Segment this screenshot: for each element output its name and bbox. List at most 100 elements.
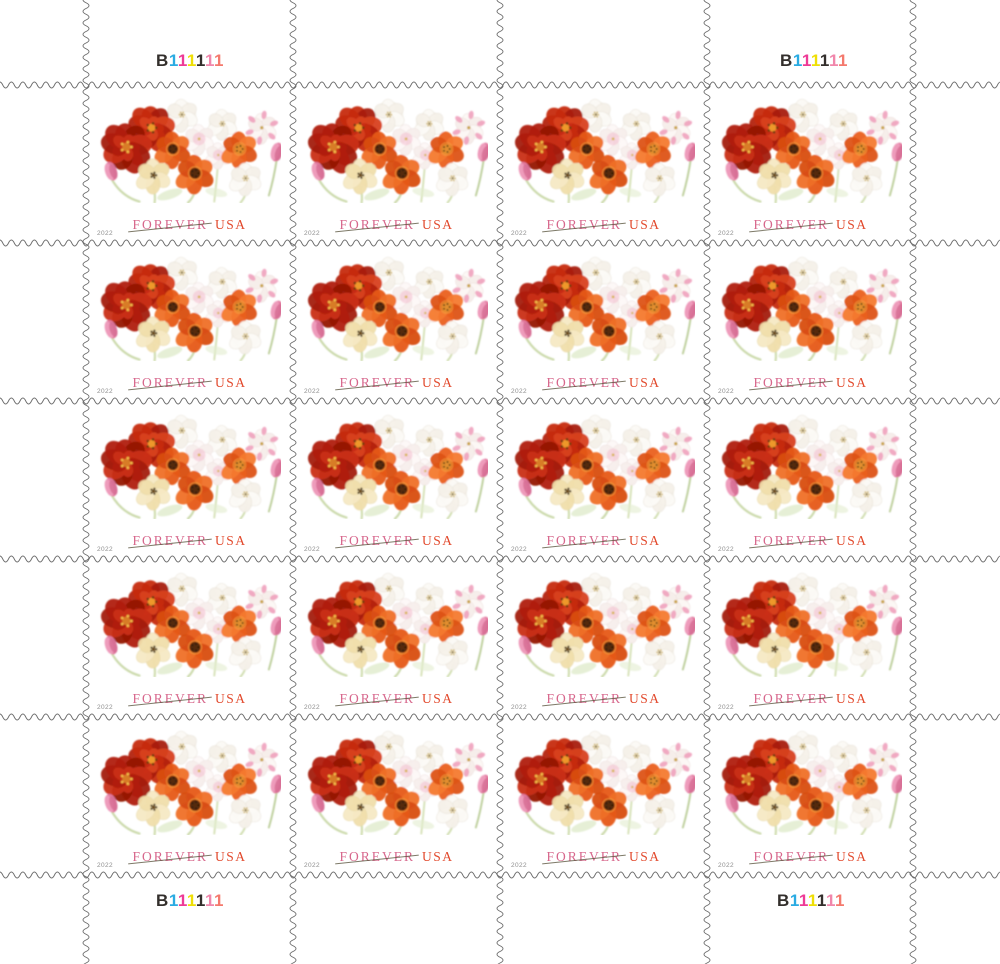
tulip-bouquet-illustration [511, 571, 695, 677]
forever-label: FOREVER [546, 691, 622, 706]
stamp-denomination: FOREVER USA [707, 217, 914, 233]
usa-label: USA [836, 217, 868, 232]
stamp: FOREVER USA 2022 [293, 85, 500, 243]
stamp-denomination: FOREVER USA [500, 375, 707, 391]
plate-digit: 1 [828, 51, 838, 70]
usa-label: USA [836, 849, 868, 864]
plate-digit: 1 [819, 51, 829, 70]
forever-label: FOREVER [546, 533, 622, 548]
plate-digit: B [156, 891, 169, 910]
stamp-denomination: FOREVER USA [707, 691, 914, 707]
plate-digit: 1 [168, 51, 178, 70]
stamp: FOREVER USA 2022 [293, 717, 500, 875]
plate-digit: 1 [834, 891, 845, 910]
plate-digit: 1 [177, 891, 187, 910]
tulip-bouquet-illustration [304, 571, 488, 677]
usa-label: USA [422, 217, 454, 232]
forever-label: FOREVER [753, 217, 829, 232]
tulip-bouquet-illustration [97, 413, 281, 519]
stamp-denomination: FOREVER USA [500, 691, 707, 707]
forever-label: FOREVER [753, 691, 829, 706]
stamp-denomination: FOREVER USA [293, 375, 500, 391]
usa-label: USA [836, 691, 868, 706]
tulip-bouquet-illustration [304, 255, 488, 361]
stamp: FOREVER USA 2022 [293, 559, 500, 717]
usa-label: USA [836, 533, 868, 548]
plate-number-top-right: B111111 [780, 51, 848, 71]
forever-label: FOREVER [132, 217, 208, 232]
stamp: FOREVER USA 2022 [500, 717, 707, 875]
usa-label: USA [629, 691, 661, 706]
stamp-denomination: FOREVER USA [707, 849, 914, 865]
tulip-bouquet-illustration [718, 97, 902, 203]
usa-label: USA [215, 375, 247, 390]
plate-digit: 1 [186, 51, 196, 70]
stamp: FOREVER USA 2022 [86, 243, 293, 401]
forever-label: FOREVER [339, 217, 415, 232]
year-label: 2022 [718, 546, 735, 553]
year-label: 2022 [304, 862, 321, 869]
usa-label: USA [215, 533, 247, 548]
usa-label: USA [629, 375, 661, 390]
stamp: FOREVER USA 2022 [86, 401, 293, 559]
plate-digit: 1 [213, 51, 224, 70]
stamp-denomination: FOREVER USA [86, 533, 293, 549]
stamp-denomination: FOREVER USA [293, 691, 500, 707]
year-label: 2022 [511, 388, 528, 395]
tulip-bouquet-illustration [304, 729, 488, 835]
forever-label: FOREVER [339, 691, 415, 706]
stamp-denomination: FOREVER USA [500, 217, 707, 233]
year-label: 2022 [718, 388, 735, 395]
stamp: FOREVER USA 2022 [86, 559, 293, 717]
plate-digit: 1 [204, 51, 214, 70]
stamp: FOREVER USA 2022 [86, 85, 293, 243]
forever-label: FOREVER [753, 849, 829, 864]
forever-label: FOREVER [753, 533, 829, 548]
stamp: FOREVER USA 2022 [500, 85, 707, 243]
plate-digit: 1 [816, 891, 826, 910]
tulip-bouquet-illustration [511, 413, 695, 519]
forever-label: FOREVER [339, 533, 415, 548]
plate-digit: 1 [792, 51, 802, 70]
stamp-denomination: FOREVER USA [707, 375, 914, 391]
plate-digit: 1 [204, 891, 214, 910]
year-label: 2022 [511, 862, 528, 869]
plate-digit: B [780, 51, 793, 70]
plate-digit: 1 [213, 891, 224, 910]
tulip-bouquet-illustration [718, 729, 902, 835]
stamp-denomination: FOREVER USA [500, 849, 707, 865]
tulip-bouquet-illustration [97, 571, 281, 677]
forever-label: FOREVER [546, 375, 622, 390]
stamp: FOREVER USA 2022 [293, 243, 500, 401]
plate-number-top-left: B111111 [156, 51, 224, 71]
plate-digit: 1 [168, 891, 178, 910]
stamp: FOREVER USA 2022 [293, 401, 500, 559]
year-label: 2022 [718, 704, 735, 711]
usa-label: USA [422, 691, 454, 706]
plate-digit: 1 [798, 891, 808, 910]
year-label: 2022 [304, 704, 321, 711]
plate-digit: 1 [177, 51, 187, 70]
plate-digit: 1 [789, 891, 799, 910]
forever-label: FOREVER [546, 217, 622, 232]
stamp-denomination: FOREVER USA [86, 849, 293, 865]
usa-label: USA [215, 849, 247, 864]
year-label: 2022 [511, 704, 528, 711]
stamp: FOREVER USA 2022 [707, 559, 914, 717]
year-label: 2022 [718, 230, 735, 237]
usa-label: USA [215, 217, 247, 232]
plate-digit: 1 [825, 891, 835, 910]
forever-label: FOREVER [546, 849, 622, 864]
forever-label: FOREVER [339, 849, 415, 864]
tulip-bouquet-illustration [511, 255, 695, 361]
stamp-denomination: FOREVER USA [293, 849, 500, 865]
plate-digit: 1 [810, 51, 820, 70]
stamp: FOREVER USA 2022 [707, 243, 914, 401]
usa-label: USA [629, 849, 661, 864]
year-label: 2022 [97, 230, 114, 237]
tulip-bouquet-illustration [511, 729, 695, 835]
tulip-bouquet-illustration [718, 255, 902, 361]
stamp-denomination: FOREVER USA [293, 533, 500, 549]
forever-label: FOREVER [132, 375, 208, 390]
